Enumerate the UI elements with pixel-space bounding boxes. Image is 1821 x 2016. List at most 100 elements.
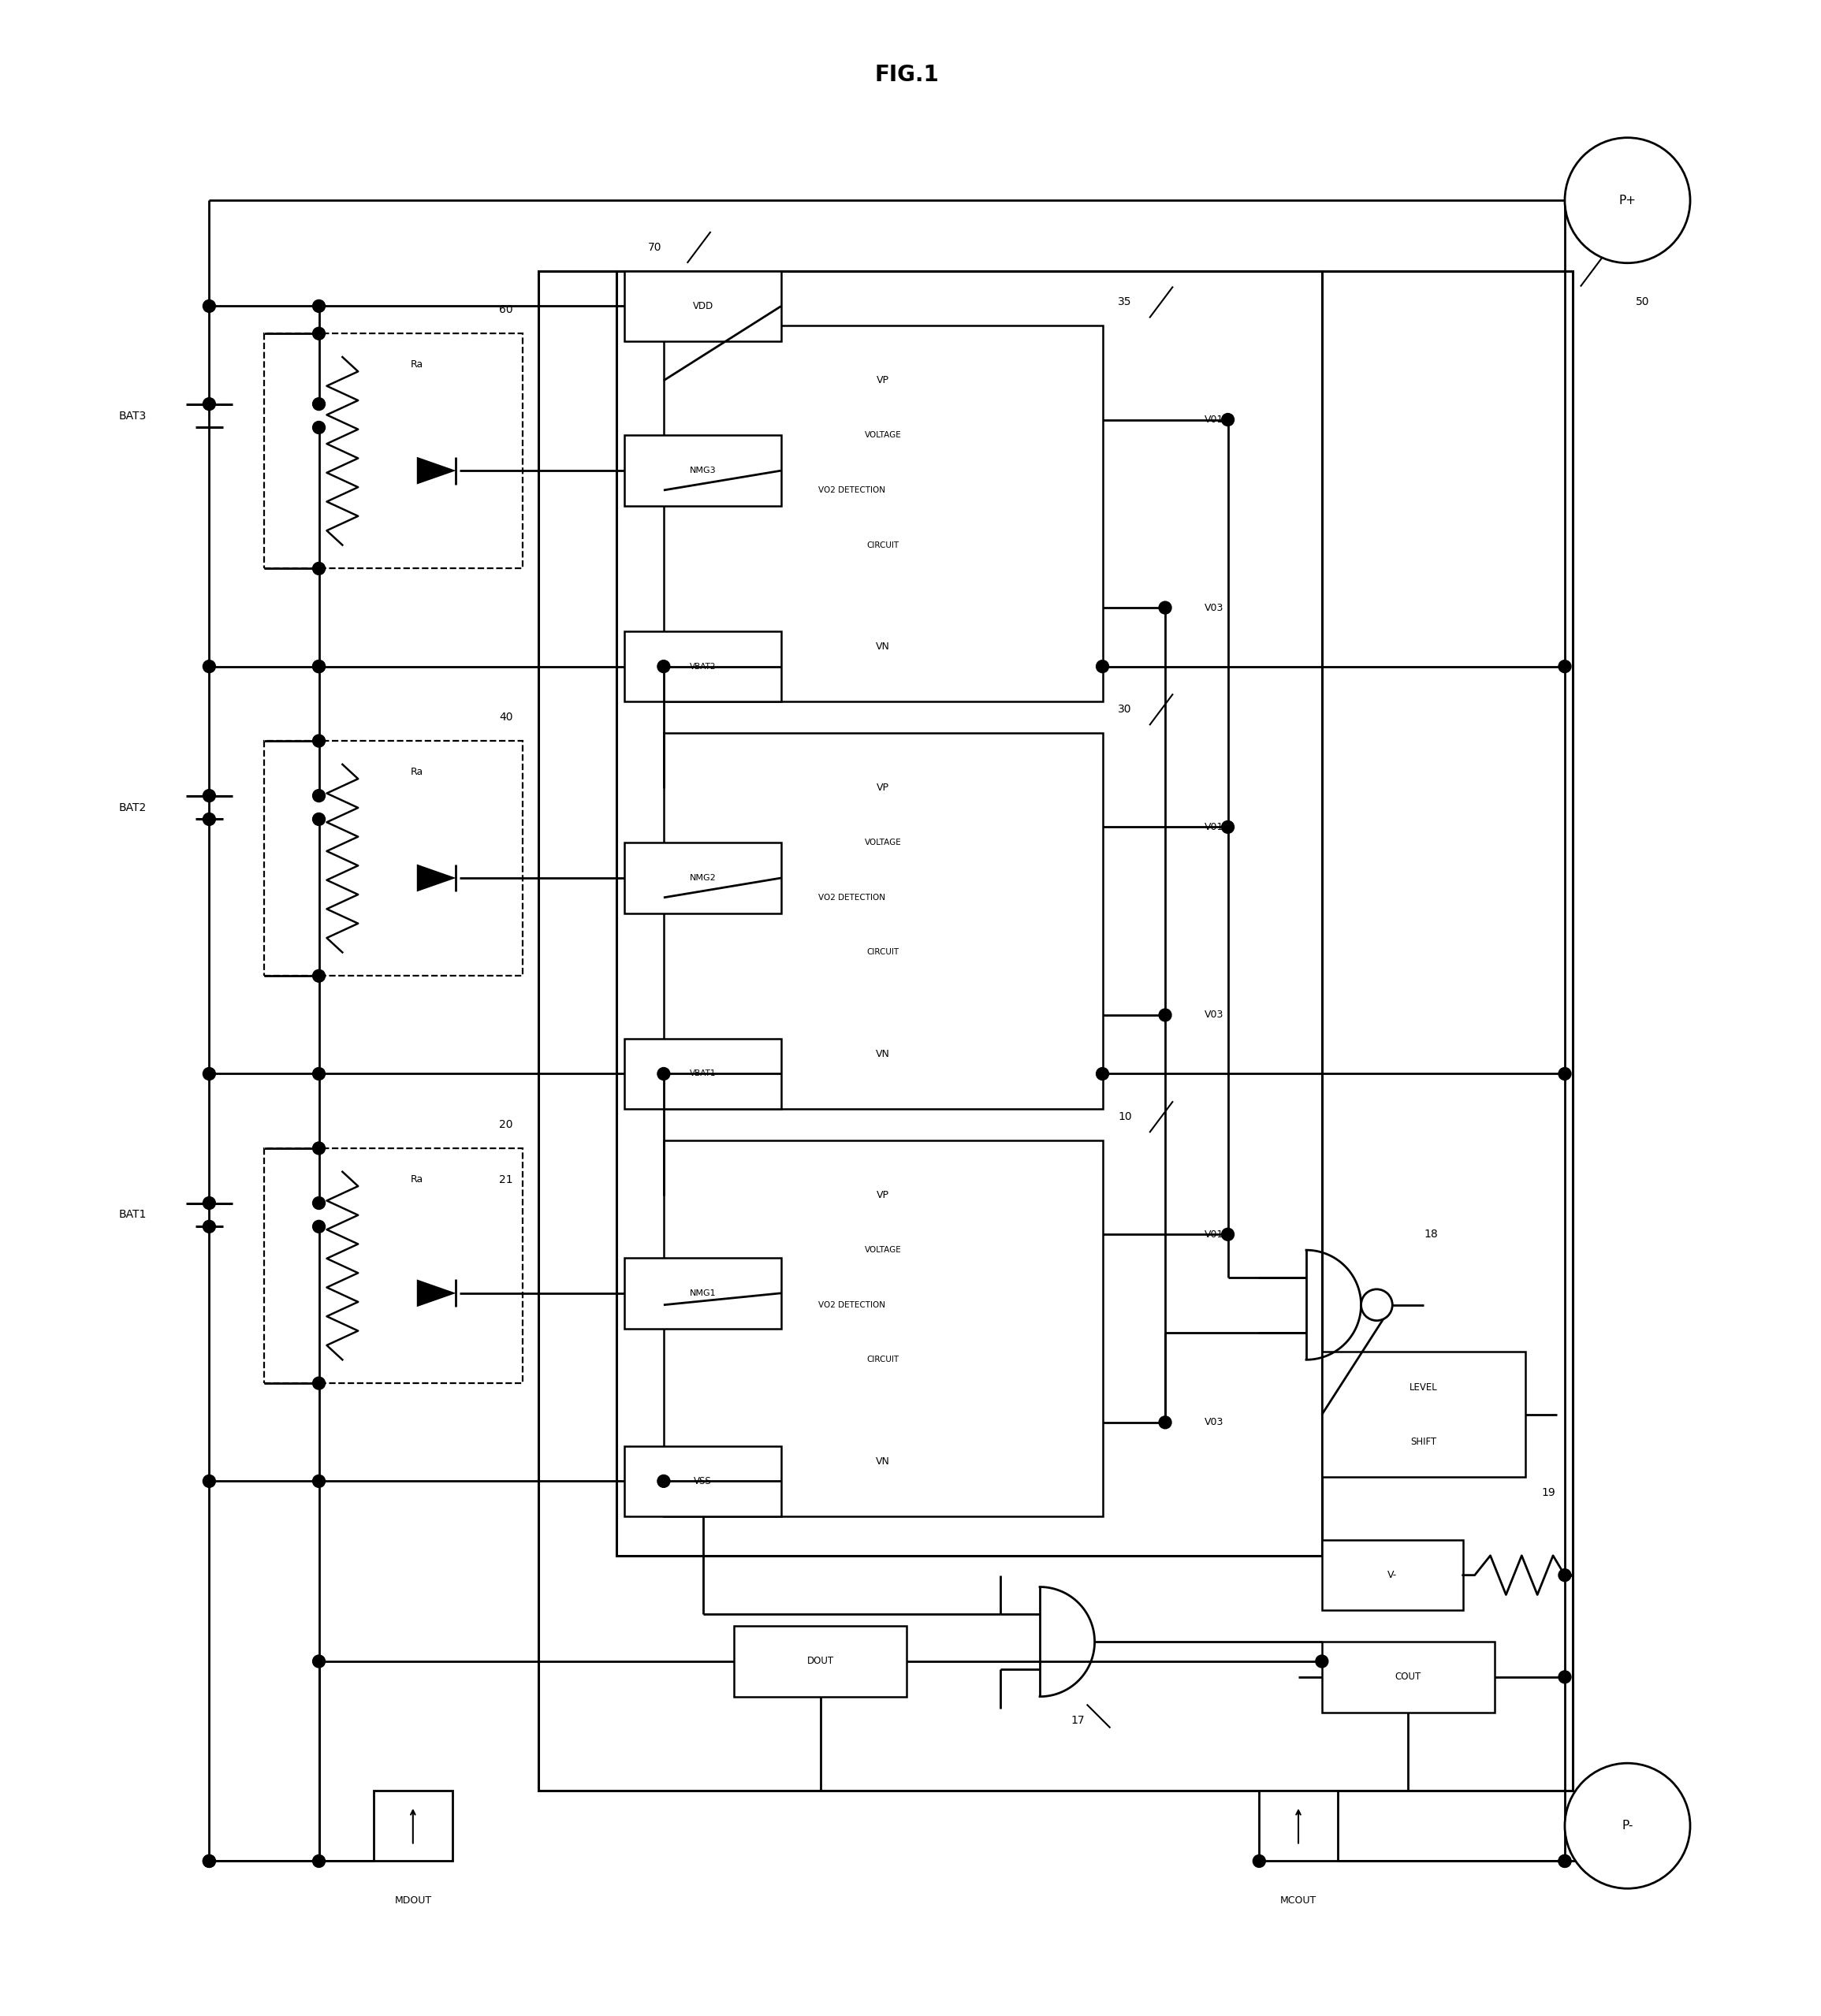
Circle shape <box>1559 1671 1572 1683</box>
Circle shape <box>313 1377 326 1389</box>
Text: 70: 70 <box>648 242 661 252</box>
Circle shape <box>313 1220 326 1234</box>
Text: NMG3: NMG3 <box>690 466 716 474</box>
Text: V03: V03 <box>1204 1417 1224 1427</box>
Bar <box>625 843 781 913</box>
Bar <box>663 1141 1102 1516</box>
Circle shape <box>202 1476 215 1488</box>
Bar <box>625 631 781 702</box>
Text: V01: V01 <box>1204 1230 1224 1240</box>
Circle shape <box>313 327 326 341</box>
Bar <box>1258 1790 1338 1861</box>
Text: V01: V01 <box>1204 415 1224 425</box>
Circle shape <box>1564 137 1690 262</box>
Circle shape <box>202 300 215 312</box>
Text: VO2 DETECTION: VO2 DETECTION <box>818 486 885 494</box>
Circle shape <box>313 1198 326 1210</box>
Circle shape <box>1360 1290 1393 1320</box>
Text: VN: VN <box>876 1456 890 1468</box>
Text: 60: 60 <box>499 304 514 317</box>
Circle shape <box>1559 1855 1572 1867</box>
Bar <box>625 1445 781 1516</box>
Circle shape <box>1096 659 1109 673</box>
Text: CIRCUIT: CIRCUIT <box>867 1357 900 1363</box>
Text: VBAT1: VBAT1 <box>690 1070 716 1079</box>
Text: NMG1: NMG1 <box>690 1288 716 1296</box>
Text: VOLTAGE: VOLTAGE <box>865 431 901 439</box>
Circle shape <box>1559 1855 1572 1867</box>
Text: P-: P- <box>1623 1820 1633 1833</box>
Circle shape <box>313 659 326 673</box>
Text: VO2 DETECTION: VO2 DETECTION <box>818 893 885 901</box>
Bar <box>1322 1353 1526 1478</box>
Circle shape <box>202 397 215 411</box>
Circle shape <box>1559 1568 1572 1581</box>
Circle shape <box>202 790 215 802</box>
Text: VO2 DETECTION: VO2 DETECTION <box>818 1300 885 1308</box>
Text: VN: VN <box>876 1048 890 1058</box>
Bar <box>625 1258 781 1329</box>
Circle shape <box>657 659 670 673</box>
Text: VP: VP <box>876 1189 889 1200</box>
Text: SHIFT: SHIFT <box>1411 1437 1437 1447</box>
Text: VBAT2: VBAT2 <box>690 663 716 671</box>
Polygon shape <box>417 865 455 891</box>
Bar <box>625 435 781 506</box>
Text: 50: 50 <box>1635 296 1650 308</box>
Text: VOLTAGE: VOLTAGE <box>865 839 901 847</box>
Circle shape <box>313 790 326 802</box>
Text: MDOUT: MDOUT <box>395 1895 432 1905</box>
Circle shape <box>1559 1068 1572 1081</box>
Text: 35: 35 <box>1118 296 1133 308</box>
Text: BAT3: BAT3 <box>118 409 146 421</box>
Text: 10: 10 <box>1118 1111 1133 1123</box>
Bar <box>264 1149 523 1383</box>
Text: COUT: COUT <box>1395 1671 1420 1681</box>
Circle shape <box>1158 1008 1171 1022</box>
Text: 18: 18 <box>1424 1230 1439 1240</box>
Text: MCOUT: MCOUT <box>1280 1895 1317 1905</box>
Bar <box>734 1627 907 1697</box>
Circle shape <box>313 1855 326 1867</box>
Circle shape <box>313 734 326 748</box>
Circle shape <box>1096 1068 1109 1081</box>
Circle shape <box>202 1855 215 1867</box>
Text: BAT1: BAT1 <box>118 1210 146 1220</box>
Text: 30: 30 <box>1118 704 1133 716</box>
Bar <box>264 740 523 976</box>
Circle shape <box>313 397 326 411</box>
Circle shape <box>657 1476 670 1488</box>
Text: VSS: VSS <box>694 1476 712 1486</box>
Circle shape <box>313 300 326 312</box>
Circle shape <box>313 1141 326 1155</box>
Text: LEVEL: LEVEL <box>1409 1383 1439 1393</box>
Circle shape <box>313 970 326 982</box>
Bar <box>264 333 523 569</box>
Circle shape <box>1253 1855 1266 1867</box>
Circle shape <box>313 812 326 825</box>
Text: Ra: Ra <box>410 1175 422 1185</box>
Text: V03: V03 <box>1204 603 1224 613</box>
Text: P+: P+ <box>1619 194 1635 206</box>
Circle shape <box>313 1476 326 1488</box>
Circle shape <box>202 659 215 673</box>
Text: VOLTAGE: VOLTAGE <box>865 1246 901 1254</box>
Text: FIG.1: FIG.1 <box>874 65 940 87</box>
Bar <box>663 327 1102 702</box>
Text: VP: VP <box>876 782 889 792</box>
Bar <box>617 270 1322 1556</box>
Text: 40: 40 <box>499 712 514 724</box>
Circle shape <box>1222 821 1235 833</box>
Circle shape <box>1222 413 1235 425</box>
Circle shape <box>202 1068 215 1081</box>
Text: Ra: Ra <box>410 359 422 371</box>
Circle shape <box>202 812 215 825</box>
Text: Ra: Ra <box>410 766 422 778</box>
Text: 17: 17 <box>1071 1714 1085 1726</box>
Polygon shape <box>417 1280 455 1306</box>
Circle shape <box>657 1068 670 1081</box>
Text: 21: 21 <box>499 1173 514 1185</box>
Circle shape <box>313 1655 326 1667</box>
Circle shape <box>313 659 326 673</box>
Text: VP: VP <box>876 375 889 385</box>
